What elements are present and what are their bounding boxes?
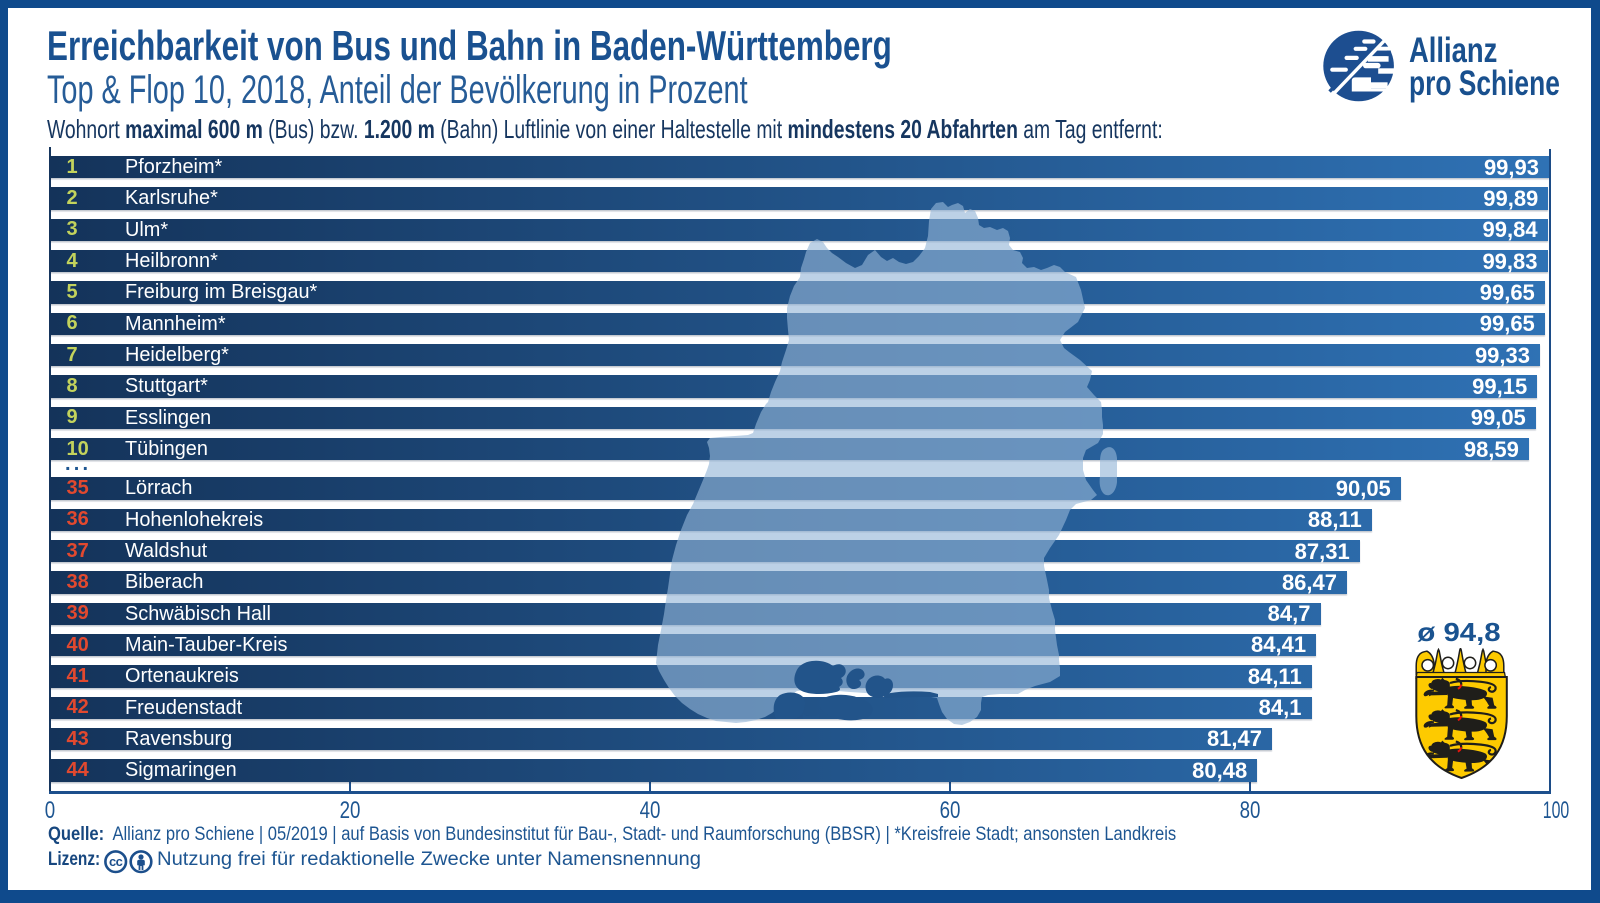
svg-text:cc: cc [109, 854, 123, 869]
